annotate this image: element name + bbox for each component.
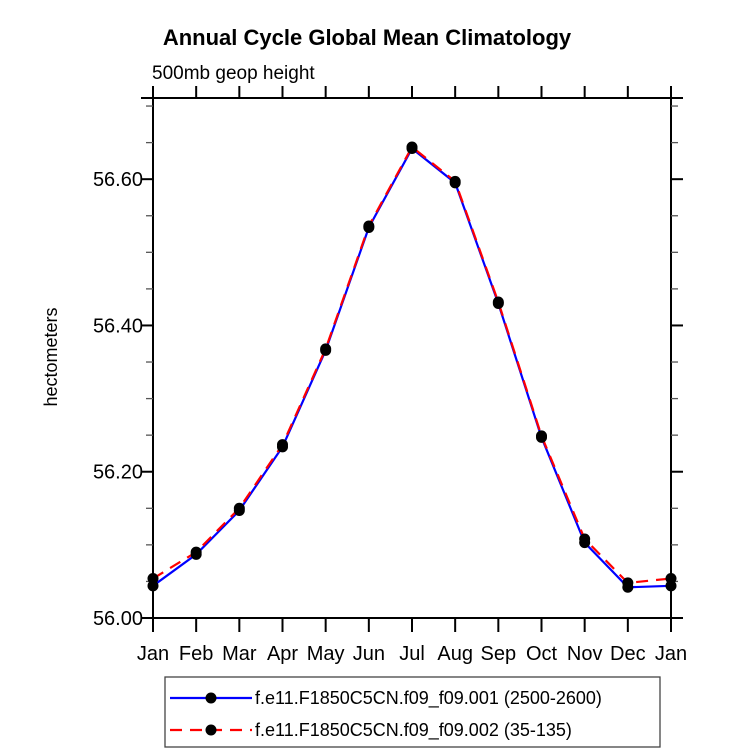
x-tick-label: Feb [179,643,213,665]
x-tick-label: Nov [567,643,603,665]
data-point-marker-1 [665,573,677,585]
y-tick-label: 56.60 [93,169,143,191]
x-tick-label: Jun [353,643,385,665]
legend-box [164,676,661,748]
x-tick-label: Sep [481,643,517,665]
x-tick-label: Mar [222,643,257,665]
x-tick-label: Oct [526,643,558,665]
data-point-marker-1 [492,296,504,308]
x-tick-label: Jan [655,643,687,665]
legend-marker-0 [205,692,217,704]
chart-subtitle: 500mb geop height [152,63,315,84]
data-point-marker-1 [579,533,591,545]
x-tick-label: Dec [610,643,646,665]
legend-label-0: f.e11.F1850C5CN.f09_f09.001 (2500-2600) [255,688,602,709]
x-tick-label: Jan [137,643,169,665]
data-point-marker-1 [622,577,634,589]
y-tick-label: 56.20 [93,462,143,484]
x-tick-label: Jul [399,643,425,665]
data-point-marker-1 [363,220,375,232]
legend-label-1: f.e11.F1850C5CN.f09_f09.002 (35-135) [255,720,572,741]
x-tick-label: Apr [267,643,298,665]
y-tick-label: 56.00 [93,608,143,630]
y-axis-label: hectometers [41,307,61,406]
y-tick-label: 56.40 [93,315,143,337]
data-point-marker-1 [147,573,159,585]
x-tick-label: May [307,643,345,665]
data-point-marker-1 [449,175,461,187]
data-point-marker-1 [233,502,245,514]
data-point-marker-1 [536,430,547,442]
data-point-marker-1 [320,343,332,355]
x-tick-label: Aug [437,643,473,665]
legend-marker-1 [205,724,217,736]
series-line-0 [152,146,672,589]
data-point-marker-1 [277,439,288,451]
plot-area: Jan Feb Mar Apr May Jun Jul Aug Sep Oct Nov Dec Jan 5… [93,86,687,748]
series-line-1 [152,145,672,585]
data-point-marker-1 [190,546,202,558]
data-point-marker-1 [406,141,418,153]
page-title: Annual Cycle Global Mean Climatology [163,25,572,50]
